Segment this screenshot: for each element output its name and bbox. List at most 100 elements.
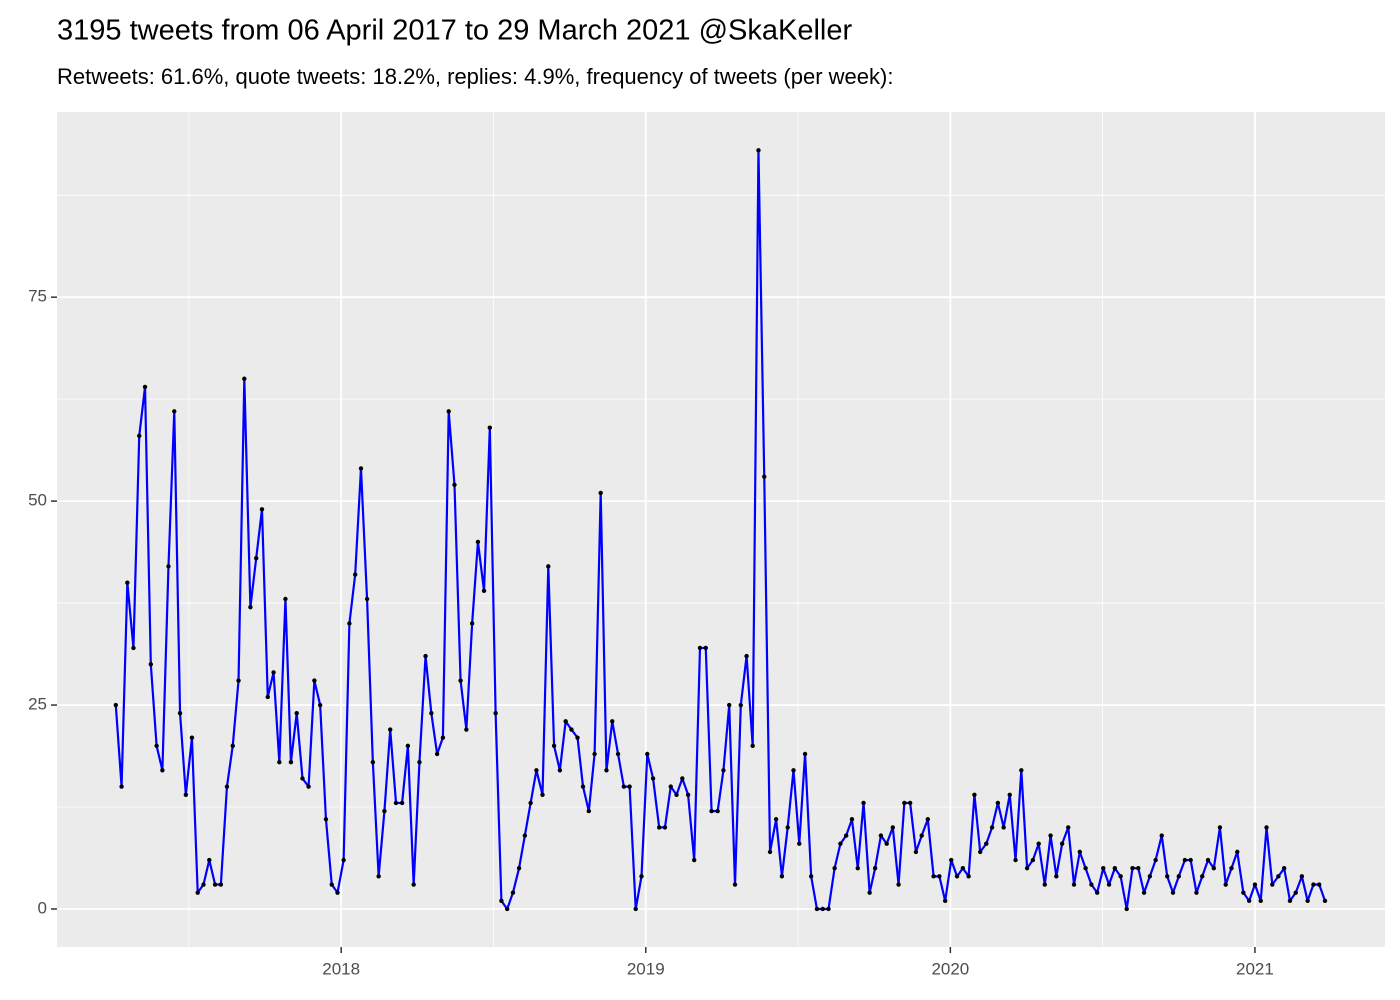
data-point	[1229, 865, 1234, 871]
data-point	[832, 865, 837, 871]
data-point	[674, 792, 679, 797]
y-tick-label: 0	[38, 898, 47, 917]
data-point	[131, 645, 136, 651]
data-point	[1083, 865, 1088, 871]
data-point	[913, 849, 919, 855]
data-point	[393, 800, 399, 806]
data-point	[376, 874, 381, 879]
data-point	[195, 890, 200, 895]
data-point	[399, 800, 405, 806]
data-point	[826, 906, 831, 912]
data-point	[125, 580, 130, 585]
data-point	[919, 833, 924, 838]
data-point	[1165, 874, 1170, 879]
data-point	[942, 898, 948, 904]
panel-background	[57, 112, 1385, 947]
data-point	[1030, 857, 1036, 863]
x-tick-label: 2018	[322, 959, 360, 978]
data-point	[1200, 874, 1205, 879]
data-point	[1252, 882, 1258, 887]
data-point	[528, 800, 533, 806]
data-point	[557, 768, 563, 773]
data-point	[709, 808, 714, 814]
data-point	[697, 645, 703, 651]
data-point	[960, 865, 966, 871]
data-point	[534, 768, 539, 773]
data-point	[1170, 890, 1176, 895]
data-point	[300, 776, 305, 781]
data-point	[738, 702, 743, 708]
data-point	[1130, 865, 1135, 871]
data-point	[1217, 825, 1223, 830]
data-point	[1089, 882, 1094, 887]
data-point	[487, 425, 493, 430]
data-point	[610, 719, 615, 724]
data-point	[1305, 898, 1310, 904]
data-point	[732, 882, 738, 887]
x-tick-label: 2020	[931, 959, 969, 978]
data-point	[259, 507, 265, 512]
data-point	[668, 784, 673, 789]
data-point	[984, 841, 989, 846]
data-point	[1136, 865, 1141, 871]
data-point	[569, 727, 574, 732]
data-point	[907, 800, 913, 806]
data-point	[183, 792, 189, 797]
data-point	[242, 376, 247, 381]
data-point	[797, 841, 802, 846]
data-point	[504, 906, 510, 912]
data-point	[563, 719, 568, 724]
data-point	[1246, 898, 1252, 904]
data-point	[382, 808, 387, 814]
data-point	[627, 784, 632, 789]
data-point	[464, 727, 469, 732]
data-point	[872, 865, 878, 871]
data-point	[1322, 898, 1328, 904]
data-point	[224, 784, 230, 789]
data-point	[306, 784, 311, 789]
data-point	[370, 759, 376, 765]
data-point	[1112, 865, 1118, 871]
data-point	[1007, 792, 1012, 797]
data-point	[1159, 833, 1164, 838]
data-point	[1182, 857, 1188, 863]
data-point	[1153, 857, 1158, 863]
data-point	[154, 743, 159, 749]
data-point	[411, 882, 416, 887]
data-point	[137, 433, 142, 439]
data-point	[323, 817, 329, 822]
data-point	[791, 768, 796, 773]
data-point	[452, 482, 457, 487]
data-point	[1223, 882, 1228, 887]
data-point	[341, 857, 346, 863]
data-point	[1106, 882, 1112, 887]
data-point	[265, 694, 270, 700]
data-point	[499, 898, 504, 904]
data-point	[1124, 906, 1129, 912]
data-point	[329, 882, 334, 887]
data-point	[189, 735, 195, 740]
data-point	[1066, 825, 1071, 830]
data-point	[277, 759, 282, 765]
data-point	[1311, 882, 1316, 887]
data-point	[434, 751, 440, 757]
series-line	[114, 149, 1327, 911]
data-point	[254, 556, 259, 561]
data-point	[855, 865, 860, 871]
data-point	[405, 743, 411, 749]
data-point	[540, 792, 545, 797]
data-point	[1054, 874, 1059, 879]
data-point	[469, 621, 475, 626]
data-point	[744, 653, 749, 659]
data-point	[283, 596, 288, 602]
data-point	[633, 906, 638, 912]
data-point	[358, 466, 364, 471]
data-point	[691, 857, 697, 863]
data-point	[867, 890, 872, 895]
data-point	[773, 817, 779, 822]
data-point	[972, 792, 977, 797]
data-point	[1264, 825, 1269, 830]
data-point	[598, 490, 603, 496]
data-point	[1194, 890, 1199, 895]
